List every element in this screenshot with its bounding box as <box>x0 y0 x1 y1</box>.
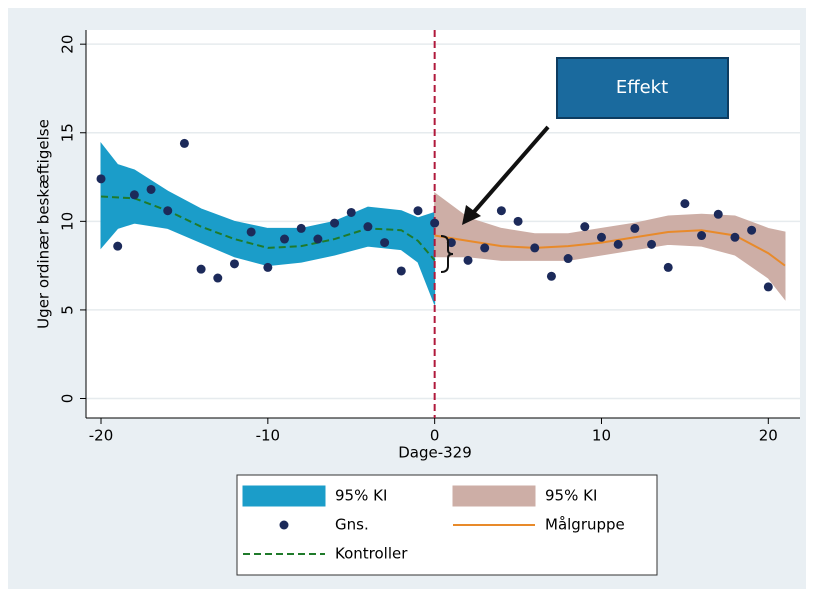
legend-swatch <box>279 520 289 530</box>
confidence-band <box>434 192 786 301</box>
arrow <box>471 125 550 215</box>
x-tick-label: -20 <box>89 427 114 445</box>
data-point <box>580 222 590 232</box>
data-point <box>613 239 623 249</box>
data-point <box>413 206 423 216</box>
data-point <box>163 206 173 216</box>
x-tick-label: 20 <box>759 427 778 445</box>
data-point <box>496 206 506 216</box>
data-point <box>363 222 373 232</box>
legend-swatch <box>242 485 326 507</box>
legend-entries: 95% KI 95% KI Gns. Målgruppe Kontroller <box>242 485 625 563</box>
data-point <box>713 209 723 219</box>
y-tick-label: 10 <box>59 212 77 231</box>
data-point <box>296 223 306 233</box>
legend-label: Kontroller <box>335 545 408 563</box>
data-point <box>530 243 540 253</box>
x-axis-label: Dage-329 <box>398 444 472 462</box>
data-point <box>663 262 673 272</box>
x-tick-label: 0 <box>430 427 440 445</box>
data-point <box>630 223 640 233</box>
data-point <box>763 282 773 292</box>
data-point <box>229 259 239 269</box>
data-point <box>313 234 323 244</box>
data-point <box>546 271 556 281</box>
legend-label: 95% KI <box>545 487 597 505</box>
legend-label: Målgruppe <box>545 516 625 534</box>
y-tick-label: 5 <box>59 305 77 315</box>
data-point <box>697 231 707 241</box>
data-point <box>396 266 406 276</box>
data-point <box>213 273 223 283</box>
data-point <box>446 238 456 248</box>
data-point <box>96 174 106 184</box>
x-tick-label: -10 <box>256 427 281 445</box>
y-tick-label: 0 <box>59 394 77 404</box>
data-point <box>330 218 340 228</box>
data-point <box>196 264 206 274</box>
effect-brace <box>440 235 454 273</box>
data-point <box>179 138 189 148</box>
data-point <box>680 199 690 209</box>
y-axis-label: Uger ordinær beskæftigelse <box>35 119 53 329</box>
data-point <box>730 232 740 242</box>
fit-line <box>100 195 436 261</box>
legend-label: 95% KI <box>335 487 387 505</box>
x-tick-label: 10 <box>592 427 611 445</box>
data-point <box>113 241 123 251</box>
y-tick-label: 20 <box>59 35 77 54</box>
data-point <box>346 207 356 217</box>
data-point <box>463 255 473 265</box>
data-point <box>263 262 273 272</box>
annotation-text: Effekt <box>616 77 668 98</box>
data-point <box>480 243 490 253</box>
data-point <box>380 238 390 248</box>
annotation-box <box>556 57 729 119</box>
plot: 0 5 10 15 20 -20 -10 0 10 20 <box>59 30 800 445</box>
legend-swatch <box>452 485 536 507</box>
data-point <box>129 190 139 200</box>
data-point <box>146 184 156 194</box>
legend-label: Gns. <box>335 516 369 534</box>
arrow-head <box>462 205 481 225</box>
data-point <box>246 227 256 237</box>
data-point <box>430 218 440 228</box>
y-tick-label: 15 <box>59 123 77 142</box>
data-point <box>280 234 290 244</box>
data-point <box>596 232 606 242</box>
data-point <box>747 225 757 235</box>
data-point <box>513 216 523 226</box>
data-point <box>647 239 657 249</box>
data-point <box>563 254 573 264</box>
